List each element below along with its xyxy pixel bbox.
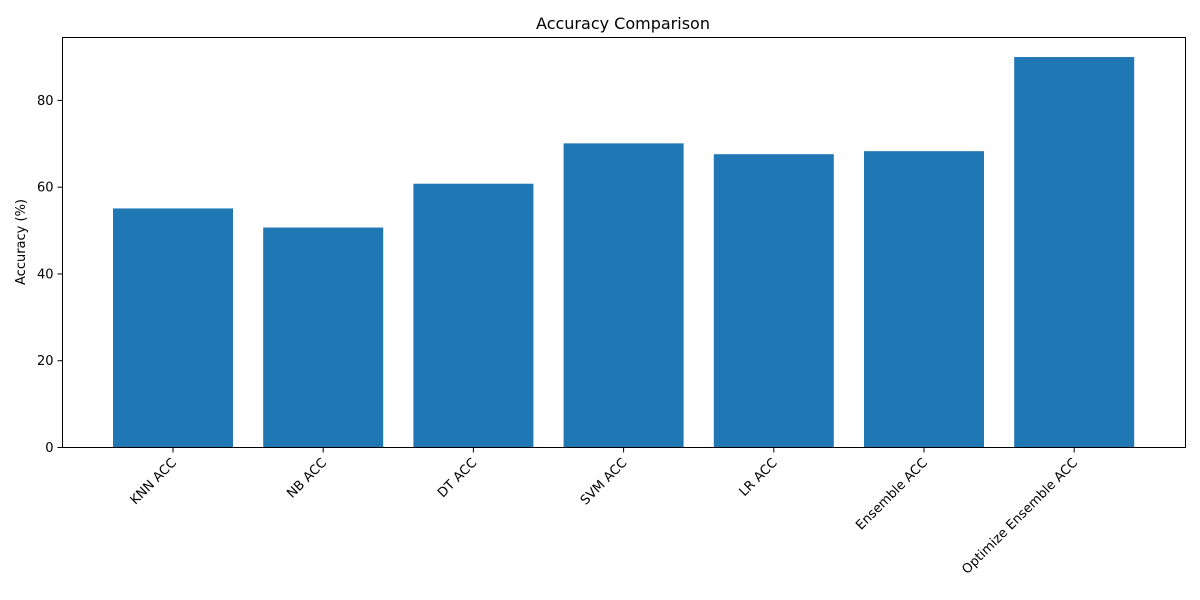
y-axis-label: Accuracy (%) [14, 199, 29, 285]
bar-3 [563, 143, 684, 448]
y-tick-label-4: 80 [37, 94, 54, 109]
bars-group [113, 57, 1135, 448]
y-tick-label-1: 20 [37, 354, 54, 369]
x-tick-label-0: KNN ACC [128, 456, 180, 508]
y-tick-label-0: 0 [45, 441, 53, 456]
x-axis: KNN ACC NB ACC DT ACC SVM ACC LR ACC Ensemble… [128, 447, 1081, 578]
x-tick-label-1: NB ACC [284, 456, 330, 502]
bar-5 [864, 151, 984, 448]
x-tick-label-5: Ensemble ACC [853, 456, 931, 534]
x-tick-label-4: LR ACC [737, 456, 781, 500]
y-tick-label-3: 60 [37, 181, 54, 196]
x-tick-label-3: SVM ACC [578, 456, 631, 509]
bar-1 [263, 227, 384, 448]
x-tick-label-6: Optimize Ensemble ACC [959, 456, 1081, 578]
bar-0 [113, 208, 233, 448]
plot-frame [62, 37, 1186, 448]
y-axis: 0 20 40 60 80 [37, 94, 63, 456]
bar-4 [713, 154, 834, 448]
bar-6 [1014, 57, 1135, 448]
chart-title: Accuracy Comparison [536, 14, 710, 33]
bar-2 [413, 183, 534, 448]
y-tick-label-2: 40 [37, 267, 54, 282]
x-tick-label-2: DT ACC [435, 456, 480, 501]
